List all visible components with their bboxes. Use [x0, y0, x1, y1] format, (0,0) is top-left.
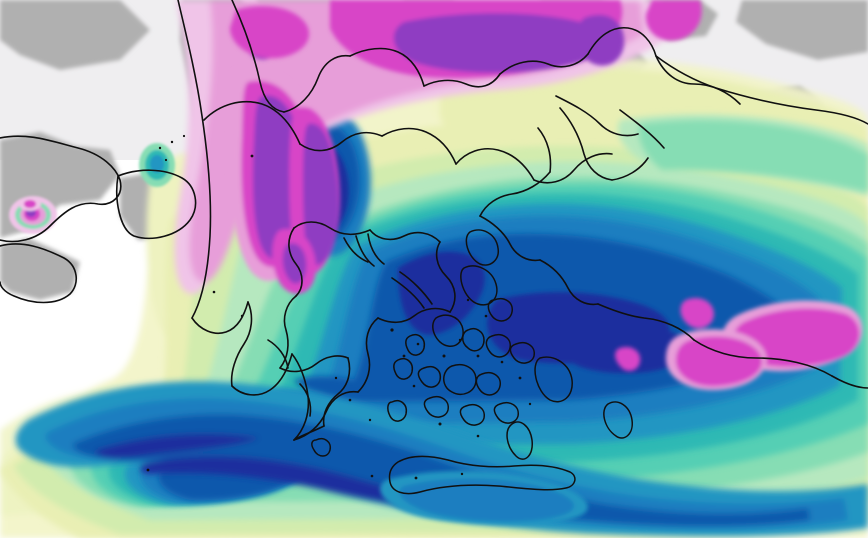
island-dots	[146, 134, 532, 480]
snow-spot-southern-italy	[9, 196, 57, 234]
snow-core-bulgaria	[230, 0, 702, 78]
coastlines-layer	[0, 0, 868, 441]
adriatic-rain-spot	[139, 143, 175, 187]
snow-core-se-anatolia	[615, 297, 863, 391]
aegean-islands	[311, 229, 633, 495]
